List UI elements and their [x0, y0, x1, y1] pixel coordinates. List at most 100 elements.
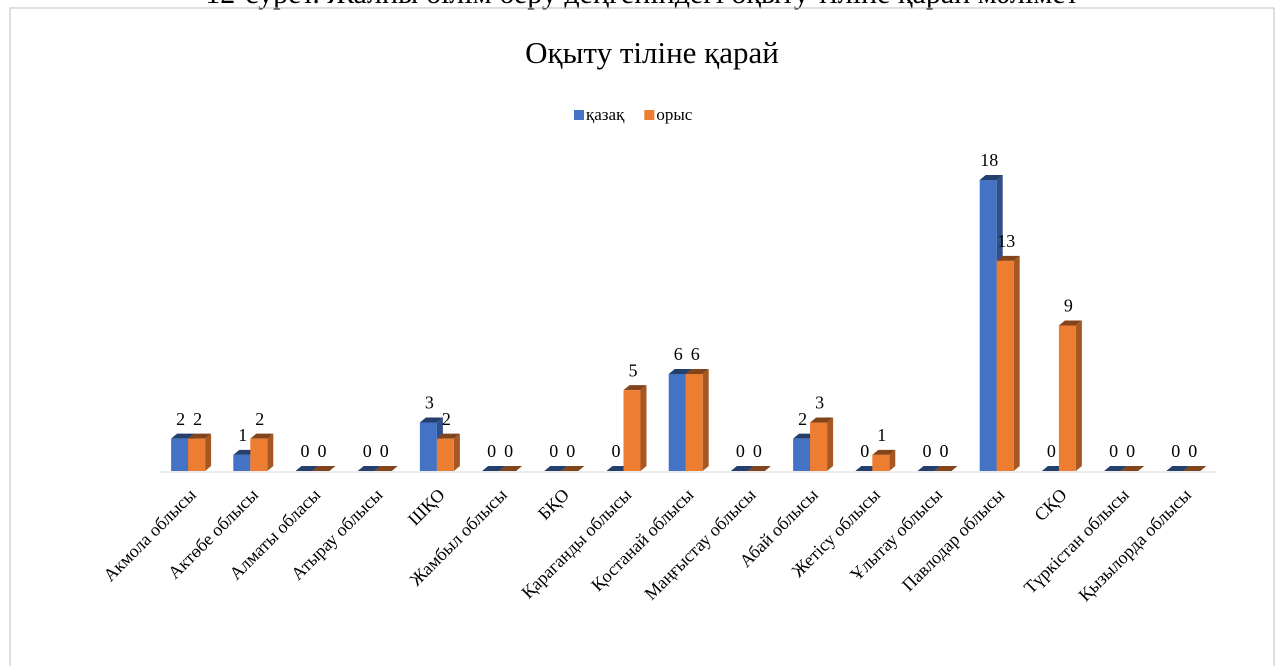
- data-label: 0: [1126, 441, 1135, 461]
- bar-top: [419, 417, 443, 423]
- bar-top: [1121, 466, 1145, 471]
- bar: [250, 433, 274, 471]
- bar: [730, 466, 754, 471]
- bar: [357, 466, 381, 471]
- legend-label: қазақ: [586, 105, 625, 124]
- bar: [374, 466, 398, 471]
- bar-top: [188, 433, 212, 439]
- bar-top: [171, 433, 195, 439]
- data-label: 0: [380, 441, 389, 461]
- bar-front: [872, 454, 890, 471]
- bar-front: [793, 438, 811, 471]
- chart-title: Оқыту тіліне қарай: [525, 35, 779, 70]
- data-label: 0: [1171, 441, 1180, 461]
- bar-top: [730, 466, 754, 471]
- bar-side: [827, 417, 834, 471]
- data-label: 0: [487, 441, 496, 461]
- bar-front: [979, 180, 997, 471]
- bar-side: [453, 433, 460, 471]
- data-label: 2: [798, 409, 807, 429]
- bar: [810, 417, 834, 471]
- bar-top: [668, 369, 692, 374]
- x-tick-label: БҚО: [534, 485, 573, 524]
- caption: 12-сурет. Жалпы білім беру деңгейіндегі …: [205, 0, 1079, 10]
- data-label: 3: [425, 393, 434, 413]
- bar: [1104, 466, 1128, 471]
- data-label: 0: [566, 441, 575, 461]
- bar-top: [357, 466, 381, 471]
- data-label: 1: [238, 425, 247, 445]
- data-label: 0: [1047, 441, 1056, 461]
- bar-side: [889, 449, 896, 471]
- bar-front: [250, 438, 268, 471]
- bar: [917, 466, 941, 471]
- bar-top: [996, 255, 1020, 261]
- bar-top: [374, 466, 398, 471]
- data-label: 6: [691, 344, 700, 364]
- bar-top: [685, 369, 709, 374]
- bar: [685, 369, 709, 471]
- bar: [1183, 466, 1207, 471]
- bar: [295, 466, 319, 471]
- bar-top: [623, 385, 647, 391]
- legend-swatch: [644, 110, 655, 120]
- data-label: 6: [674, 344, 683, 364]
- data-label: 2: [442, 409, 451, 429]
- data-label: 18: [980, 150, 998, 170]
- bar-top: [872, 449, 896, 455]
- data-label: 2: [193, 409, 202, 429]
- bar-front: [188, 438, 206, 471]
- bar-top: [917, 466, 941, 471]
- bar: [499, 466, 523, 471]
- bar-side: [1013, 255, 1020, 471]
- data-label: 0: [923, 441, 932, 461]
- data-label: 2: [176, 409, 185, 429]
- legend-label: орыс: [656, 105, 692, 124]
- x-tick-label: Түркістан облысы: [1020, 485, 1133, 598]
- bar: [996, 255, 1020, 471]
- bar: [872, 449, 896, 471]
- data-label: 0: [504, 441, 513, 461]
- legend-swatch: [574, 110, 584, 120]
- bar: [482, 466, 506, 471]
- bar-top: [482, 466, 506, 471]
- data-label: 0: [736, 441, 745, 461]
- bar-top: [1166, 466, 1190, 471]
- data-label: 0: [612, 441, 621, 461]
- bar-side: [702, 369, 709, 471]
- data-label: 2: [255, 409, 264, 429]
- x-tick-label: Маңғыстау облысы: [640, 485, 759, 604]
- data-label: 13: [997, 231, 1015, 251]
- bar-front: [419, 422, 437, 471]
- bar-top: [934, 466, 958, 471]
- data-label: 0: [940, 441, 949, 461]
- bar-top: [979, 175, 1003, 180]
- bar-side: [205, 433, 212, 471]
- bar: [561, 466, 585, 471]
- bar-top: [1058, 320, 1082, 326]
- data-label: 0: [1188, 441, 1197, 461]
- bar-front: [668, 374, 686, 471]
- bar-front: [1058, 325, 1076, 471]
- data-label: 5: [629, 360, 638, 380]
- bar: [934, 466, 958, 471]
- bar-top: [1104, 466, 1128, 471]
- bar: [747, 466, 771, 471]
- bar-front: [810, 422, 828, 471]
- bar: [436, 433, 460, 471]
- bar: [312, 466, 336, 471]
- chart-border: [9, 7, 1275, 666]
- data-label: 0: [753, 441, 762, 461]
- bar: [1058, 320, 1082, 471]
- bar-top: [312, 466, 336, 471]
- bar: [544, 466, 568, 471]
- bar-front: [623, 390, 641, 471]
- bar-top: [250, 433, 274, 439]
- bar: [1121, 466, 1145, 471]
- bar: [188, 433, 212, 471]
- data-label: 0: [363, 441, 372, 461]
- bar-top: [295, 466, 319, 471]
- data-label: 1: [877, 425, 886, 445]
- bar: [623, 385, 647, 471]
